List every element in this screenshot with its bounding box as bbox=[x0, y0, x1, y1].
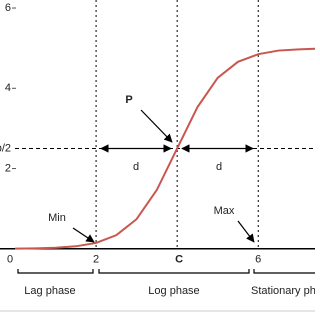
phase-label: Log phase bbox=[148, 285, 199, 297]
x-tick-label: 2 bbox=[93, 254, 99, 266]
phase-bracket bbox=[98, 269, 250, 274]
y-tick-label: b/2 bbox=[0, 142, 11, 154]
arrow bbox=[72, 227, 95, 243]
arrow bbox=[140, 109, 173, 143]
x-tick-label: 0 bbox=[7, 254, 13, 266]
phase-label: Lag phase bbox=[24, 285, 75, 297]
annotation: d bbox=[216, 161, 222, 173]
y-tick-label: 2 bbox=[5, 162, 11, 174]
y-tick-label: 4 bbox=[5, 82, 11, 94]
x-tick-label: C bbox=[175, 254, 183, 266]
phase-bracket bbox=[253, 269, 315, 274]
annotation: P bbox=[125, 94, 132, 106]
annotation: Max bbox=[214, 205, 235, 217]
curve bbox=[14, 47, 315, 250]
annotation: Min bbox=[48, 212, 66, 224]
x-tick-label: 6 bbox=[255, 254, 261, 266]
phase-bracket bbox=[17, 269, 94, 274]
y-tick-label: 6 bbox=[5, 2, 11, 14]
phase-label: Stationary ph bbox=[251, 285, 315, 297]
annotation: d bbox=[133, 161, 139, 173]
arrow bbox=[237, 220, 255, 243]
